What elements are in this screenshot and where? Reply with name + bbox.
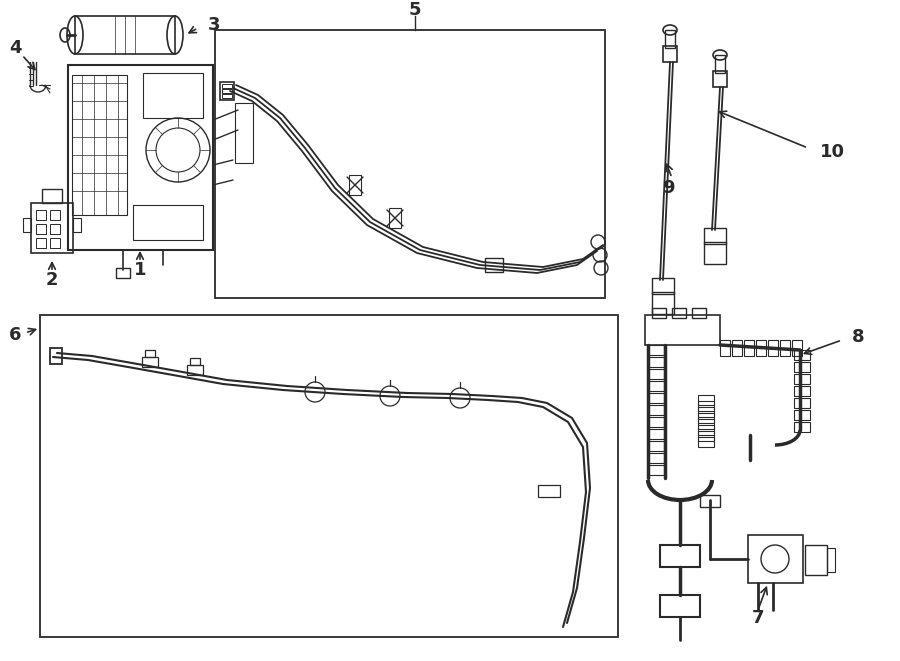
Bar	[50, 348, 62, 364]
Bar	[36, 224, 46, 234]
Bar	[648, 405, 664, 415]
Bar	[704, 242, 726, 264]
Bar	[116, 268, 130, 278]
Bar	[672, 308, 686, 318]
Bar	[698, 413, 714, 423]
Bar	[143, 73, 203, 118]
Bar	[389, 208, 401, 228]
Bar	[748, 535, 803, 583]
Bar	[756, 340, 766, 356]
Bar	[660, 545, 700, 567]
Text: 2: 2	[46, 271, 58, 289]
Bar	[75, 16, 175, 54]
Bar	[652, 308, 666, 318]
Bar	[698, 395, 714, 405]
Bar	[698, 419, 714, 429]
Bar	[648, 453, 664, 463]
Bar	[215, 30, 605, 298]
Bar	[42, 189, 62, 203]
Bar	[36, 210, 46, 220]
Bar	[648, 417, 664, 427]
Bar	[794, 374, 810, 384]
Bar	[40, 315, 618, 637]
Bar	[220, 82, 234, 100]
Bar	[805, 545, 827, 575]
Bar	[349, 175, 361, 195]
Bar	[645, 315, 720, 345]
Bar	[36, 238, 46, 248]
Bar	[31, 203, 73, 253]
Bar	[23, 218, 31, 232]
Bar	[794, 350, 810, 360]
Text: 7: 7	[752, 609, 764, 627]
Bar	[222, 94, 232, 98]
Bar	[648, 369, 664, 379]
Bar	[648, 381, 664, 391]
Bar	[744, 340, 754, 356]
Text: 9: 9	[662, 179, 674, 197]
Bar	[792, 340, 802, 356]
Bar	[713, 71, 727, 87]
Bar	[73, 218, 81, 232]
Bar	[663, 46, 677, 62]
Bar	[768, 340, 778, 356]
Text: 1: 1	[134, 261, 146, 279]
Bar	[794, 398, 810, 408]
Bar	[648, 465, 664, 475]
Text: 8: 8	[852, 328, 865, 346]
Bar	[538, 485, 560, 497]
Bar	[794, 362, 810, 372]
Bar	[715, 55, 725, 73]
Bar	[652, 292, 674, 314]
Bar	[648, 393, 664, 403]
Bar	[145, 350, 155, 357]
Bar	[665, 30, 675, 48]
Text: 10: 10	[820, 143, 845, 161]
Bar	[660, 595, 700, 617]
Bar	[50, 224, 60, 234]
Bar	[235, 103, 253, 163]
Bar	[698, 401, 714, 411]
Bar	[704, 228, 726, 244]
Bar	[648, 345, 664, 355]
Bar	[72, 75, 127, 215]
Bar	[648, 441, 664, 451]
Bar	[648, 357, 664, 367]
Bar	[780, 340, 790, 356]
Bar	[698, 437, 714, 447]
Text: 4: 4	[9, 39, 22, 57]
Bar	[648, 429, 664, 439]
Bar	[794, 386, 810, 396]
Bar	[698, 407, 714, 417]
Bar	[222, 84, 232, 88]
Bar	[190, 358, 200, 365]
Bar	[485, 258, 503, 272]
Text: 3: 3	[208, 16, 220, 34]
Bar	[222, 89, 232, 93]
Bar	[794, 422, 810, 432]
Bar	[720, 340, 730, 356]
Bar	[794, 410, 810, 420]
Bar	[698, 431, 714, 441]
Text: 6: 6	[9, 326, 22, 344]
Bar	[692, 308, 706, 318]
Bar	[68, 65, 213, 250]
Bar	[652, 278, 674, 294]
Bar	[133, 205, 203, 240]
Bar	[732, 340, 742, 356]
Bar	[700, 495, 720, 507]
Bar	[698, 425, 714, 435]
Bar	[50, 238, 60, 248]
Bar	[187, 365, 203, 375]
Bar	[50, 210, 60, 220]
Text: 5: 5	[409, 1, 421, 19]
Bar	[142, 357, 158, 367]
Bar	[827, 548, 835, 572]
